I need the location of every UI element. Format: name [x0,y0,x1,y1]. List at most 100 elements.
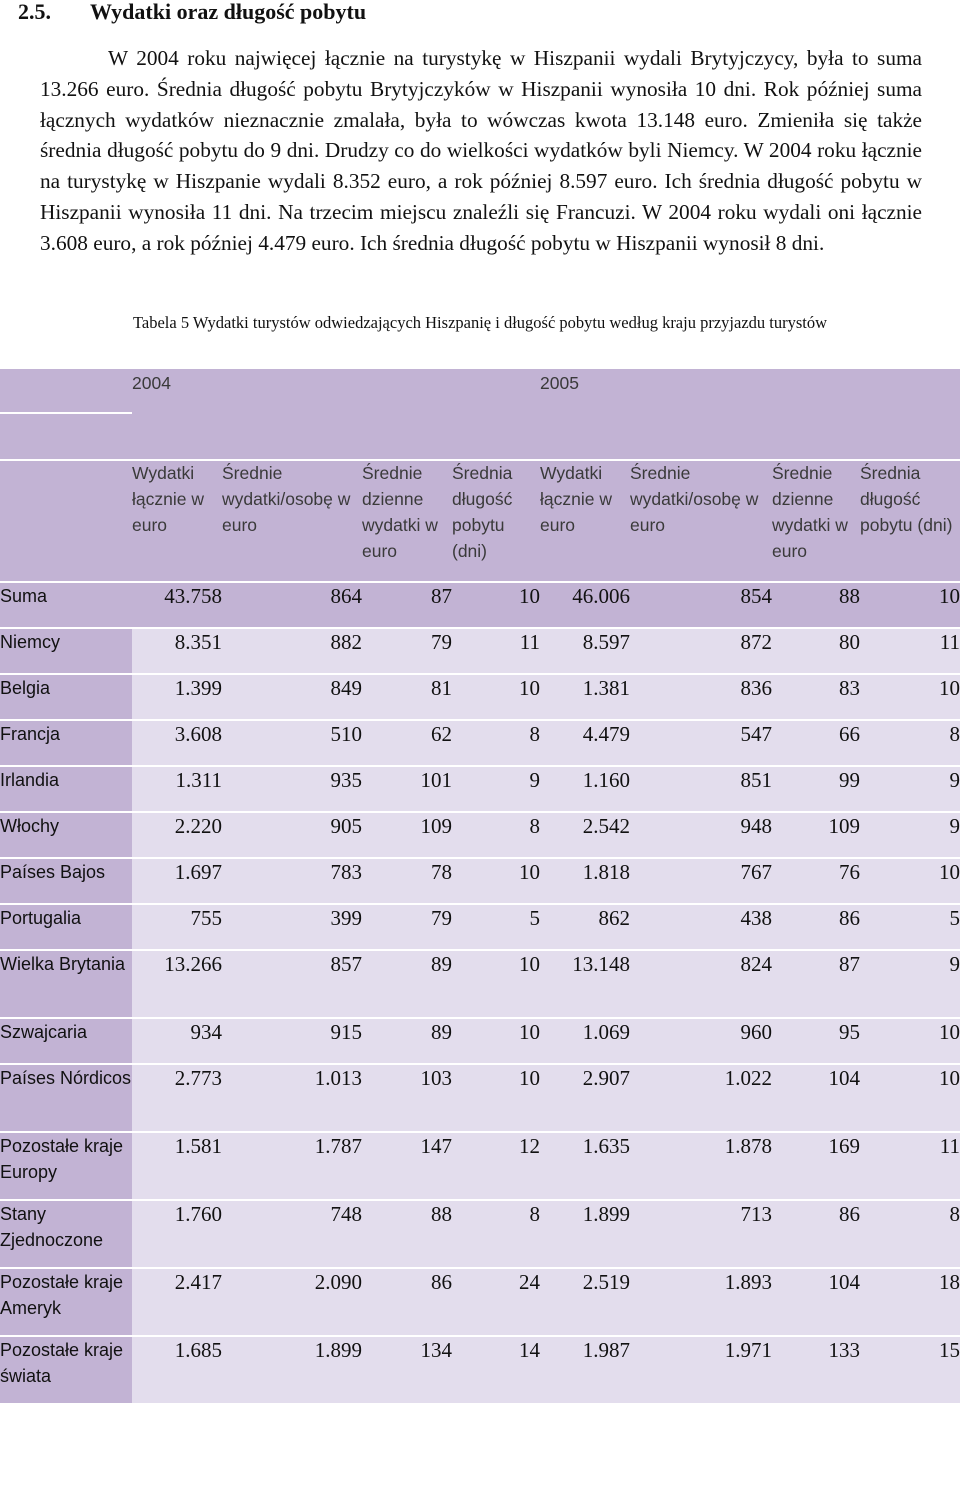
value-cell: 1.581 [132,1132,222,1201]
table-row: Irlandia 1.311 935 101 9 1.160 851 99 9 [0,766,960,813]
value-cell: 78 [362,858,452,905]
value-cell: 1.899 [540,1200,630,1269]
section-heading: 2.5. Wydatki oraz długość pobytu [18,0,366,24]
value-cell: 134 [362,1336,452,1405]
table-row: Stany Zjednoczone 1.760 748 88 8 1.899 713 86 8 [0,1200,960,1269]
table-row: Países Bajos 1.697 783 78 10 1.818 767 76 10 [0,858,960,905]
section-number: 2.5. [18,0,51,24]
value-cell: 399 [222,904,362,951]
value-cell: 849 [222,674,362,721]
value-cell: 66 [772,720,860,767]
value-cell: 824 [630,950,772,1019]
table-row: Belgia 1.399 849 81 10 1.381 836 83 10 [0,674,960,721]
value-cell: 9 [860,766,960,813]
value-cell: 10 [860,1018,960,1065]
value-cell: 9 [860,950,960,1019]
value-cell: 8.597 [540,628,630,675]
table-row: Pozostałe kraje Ameryk 2.417 2.090 86 24 2.51… [0,1268,960,1337]
table-row: Suma 43.758 864 87 10 46.006 854 88 10 [0,582,960,629]
expenses-table: 2004 2005 Wydatki łącznie w euro Średnie wy… [0,369,960,1405]
value-cell: 18 [860,1268,960,1337]
value-cell: 8 [452,720,540,767]
value-cell: 1.685 [132,1336,222,1405]
country-cell: Países Nórdicos [0,1064,132,1133]
value-cell: 1.069 [540,1018,630,1065]
country-cell: Suma [0,582,132,629]
header-corner [0,369,132,461]
value-cell: 2.090 [222,1268,362,1337]
value-cell: 851 [630,766,772,813]
value-cell: 510 [222,720,362,767]
column-header: Wydatki łącznie w euro [132,460,222,583]
country-cell: Irlandia [0,766,132,813]
table-row: Pozostałe kraje Europy 1.581 1.787 147 12 1.6… [0,1132,960,1201]
value-cell: 1.381 [540,674,630,721]
table-row: Portugalia 755 399 79 5 862 438 86 5 [0,904,960,951]
value-cell: 1.013 [222,1064,362,1133]
value-cell: 755 [132,904,222,951]
table-caption: Tabela 5 Wydatki turystów odwiedzających… [132,313,828,332]
value-cell: 935 [222,766,362,813]
value-cell: 15 [860,1336,960,1405]
value-cell: 1.878 [630,1132,772,1201]
country-cell: Szwajcaria [0,1018,132,1065]
column-header-label: Średnie wydatki/osobę w euro [630,463,759,535]
value-cell: 87 [362,582,452,629]
value-cell: 101 [362,766,452,813]
value-cell: 43.758 [132,582,222,629]
value-cell: 89 [362,1018,452,1065]
value-cell: 10 [860,858,960,905]
value-cell: 934 [132,1018,222,1065]
value-cell: 79 [362,628,452,675]
value-cell: 24 [452,1268,540,1337]
year-header: 2004 [132,369,540,461]
country-cell: Pozostałe kraje Ameryk [0,1268,132,1337]
value-cell: 1.787 [222,1132,362,1201]
value-cell: 62 [362,720,452,767]
value-cell: 81 [362,674,452,721]
table-row: Szwajcaria 934 915 89 10 1.069 960 95 10 [0,1018,960,1065]
table-row: Francja 3.608 510 62 8 4.479 547 66 8 [0,720,960,767]
value-cell: 713 [630,1200,772,1269]
country-cell: Pozostałe kraje Europy [0,1132,132,1201]
value-cell: 905 [222,812,362,859]
column-header: Wydatki łącznie w euro [540,460,630,583]
value-cell: 2.519 [540,1268,630,1337]
value-cell: 854 [630,582,772,629]
table-row: Pozostałe kraje świata 1.685 1.899 134 14 1.9… [0,1336,960,1405]
value-cell: 10 [452,1064,540,1133]
column-header-label: Średnia długość pobytu (dni) [452,463,513,561]
value-cell: 1.760 [132,1200,222,1269]
value-cell: 99 [772,766,860,813]
column-header-label: Wydatki łącznie w euro [540,463,612,535]
value-cell: 1.893 [630,1268,772,1337]
value-cell: 960 [630,1018,772,1065]
country-cell: Países Bajos [0,858,132,905]
column-header-label: Wydatki łącznie w euro [132,463,204,535]
value-cell: 783 [222,858,362,905]
value-cell: 10 [860,1064,960,1133]
year-header: 2005 [540,369,960,461]
value-cell: 3.608 [132,720,222,767]
value-cell: 1.987 [540,1336,630,1405]
value-cell: 864 [222,582,362,629]
value-cell: 10 [452,950,540,1019]
column-header-label: Średnia długość pobytu (dni) [860,463,953,535]
value-cell: 862 [540,904,630,951]
value-cell: 11 [452,628,540,675]
value-cell: 948 [630,812,772,859]
value-cell: 2.773 [132,1064,222,1133]
country-cell: Stany Zjednoczone [0,1200,132,1269]
value-cell: 86 [772,904,860,951]
country-cell: Niemcy [0,628,132,675]
column-header-label: Średnie dzienne wydatki w euro [362,463,438,561]
value-cell: 76 [772,858,860,905]
value-cell: 103 [362,1064,452,1133]
table-row: Niemcy 8.351 882 79 11 8.597 872 80 11 [0,628,960,675]
column-header: Średnie dzienne wydatki w euro [362,460,452,583]
value-cell: 1.311 [132,766,222,813]
value-cell: 10 [452,674,540,721]
value-cell: 9 [452,766,540,813]
value-cell: 89 [362,950,452,1019]
value-cell: 1.635 [540,1132,630,1201]
